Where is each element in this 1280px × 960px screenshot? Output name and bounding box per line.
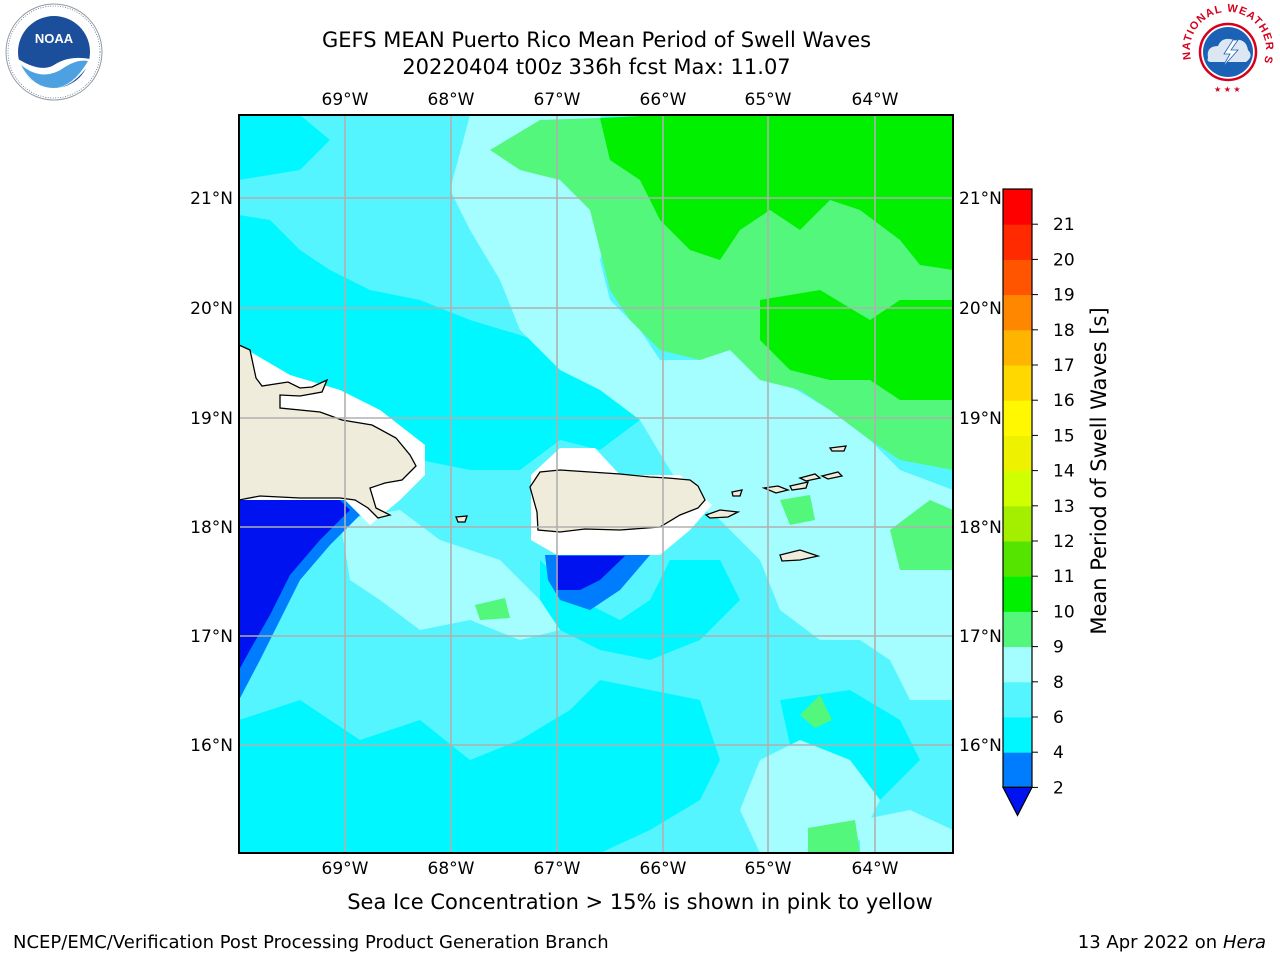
colorbar-segment bbox=[1003, 224, 1032, 260]
colorbar-segment bbox=[1003, 752, 1032, 788]
lon-label-bottom: 69°W bbox=[322, 859, 369, 879]
colorbar-label: Mean Period of Swell Waves [s] bbox=[1087, 307, 1111, 634]
colorbar-tick-label: 4 bbox=[1053, 743, 1064, 763]
colorbar-segment bbox=[1003, 365, 1032, 401]
noaa-logo: NOAA bbox=[5, 3, 103, 101]
svg-text:★ ★ ★: ★ ★ ★ bbox=[1214, 85, 1241, 94]
colorbar-segment bbox=[1003, 259, 1032, 296]
lat-label-right: 18°N bbox=[959, 518, 1002, 538]
lat-label-left: 18°N bbox=[190, 518, 233, 538]
footer-machine: Hera bbox=[1222, 932, 1266, 953]
lat-label-right: 16°N bbox=[959, 736, 1002, 756]
colorbar-tick-label: 15 bbox=[1053, 426, 1075, 446]
lat-label-left: 21°N bbox=[190, 189, 233, 209]
map-title-line1: GEFS MEAN Puerto Rico Mean Period of Swe… bbox=[321, 28, 872, 52]
swell-10-11s-regions bbox=[600, 115, 953, 400]
footer-credit: NCEP/EMC/Verification Post Processing Pr… bbox=[13, 932, 609, 953]
lon-label-bottom: 66°W bbox=[640, 859, 687, 879]
lon-label-top: 67°W bbox=[534, 90, 581, 110]
colorbar: 2 4 6 8 9 10 11 12 13 14 15 16 17 18 19 20 21 bbox=[1002, 188, 1075, 817]
lat-label-left: 16°N bbox=[190, 736, 233, 756]
lon-label-bottom: 67°W bbox=[534, 859, 581, 879]
colorbar-tick-label: 6 bbox=[1053, 708, 1064, 728]
colorbar-segment bbox=[1003, 611, 1032, 648]
footer-date: 13 Apr 2022 on Hera bbox=[1078, 932, 1266, 953]
colorbar-tick-label: 11 bbox=[1053, 567, 1075, 587]
graticule bbox=[239, 115, 953, 853]
lon-label-top: 64°W bbox=[852, 90, 899, 110]
lon-label-top: 66°W bbox=[640, 90, 687, 110]
colorbar-frame bbox=[1002, 188, 1033, 789]
hispaniola-island bbox=[239, 344, 417, 519]
lat-label-right: 21°N bbox=[959, 189, 1002, 209]
lon-label-bottom: 65°W bbox=[745, 859, 792, 879]
map-title-line2: 20220404 t00z 336h fcst Max: 11.07 bbox=[402, 55, 791, 79]
colorbar-segment bbox=[1003, 470, 1032, 507]
lon-labels: 69°W 68°W 67°W 66°W 65°W 64°W 69°W 68°W … bbox=[322, 90, 899, 879]
map-frame bbox=[238, 114, 954, 854]
colorbar-tick-label: 16 bbox=[1053, 391, 1075, 411]
lon-label-bottom: 68°W bbox=[428, 859, 475, 879]
colorbar-segment bbox=[1003, 329, 1032, 366]
lat-label-left: 19°N bbox=[190, 409, 233, 429]
colorbar-segment bbox=[1003, 435, 1032, 472]
colorbar-tick-label: 12 bbox=[1053, 532, 1075, 552]
colorbar-tick-label: 8 bbox=[1053, 673, 1064, 693]
colorbar-tick-label: 10 bbox=[1053, 602, 1075, 622]
lon-label-bottom: 64°W bbox=[852, 859, 899, 879]
nws-logo: NATIONAL WEATHER SERVICE ★ ★ ★ bbox=[1178, 0, 1276, 98]
colorbar-tick-label: 20 bbox=[1053, 250, 1075, 270]
colorbar-segment bbox=[1003, 294, 1032, 331]
colorbar-segment bbox=[1003, 717, 1032, 753]
colorbar-tick-label: 17 bbox=[1053, 356, 1075, 376]
colorbar-tick-label: 2 bbox=[1053, 778, 1064, 798]
colorbar-segment bbox=[1003, 505, 1032, 542]
lat-label-left: 20°N bbox=[190, 299, 233, 319]
lat-label-right: 17°N bbox=[959, 627, 1002, 647]
colorbar-segment bbox=[1003, 646, 1032, 683]
colorbar-segment bbox=[1003, 400, 1032, 436]
colorbar-tick-label: 13 bbox=[1053, 497, 1075, 517]
lon-label-top: 65°W bbox=[745, 90, 792, 110]
colorbar-tick-label: 14 bbox=[1053, 462, 1075, 482]
colorbar-tick-label: 9 bbox=[1053, 638, 1064, 658]
footer-date-text: 13 Apr 2022 on bbox=[1077, 932, 1223, 953]
swell-9-10s-regions bbox=[475, 115, 953, 853]
colorbar-tick-label: 21 bbox=[1053, 215, 1075, 235]
sea-ice-caption: Sea Ice Concentration > 15% is shown in … bbox=[347, 890, 933, 914]
noaa-logo-text: NOAA bbox=[35, 31, 74, 46]
lat-labels: 21°N 20°N 19°N 18°N 17°N 16°N 21°N 20°N … bbox=[190, 189, 1002, 756]
colorbar-segment bbox=[1003, 681, 1032, 718]
colorbar-segment bbox=[1003, 576, 1032, 612]
swell-2-4s-regions bbox=[239, 500, 650, 700]
lon-label-top: 69°W bbox=[322, 90, 369, 110]
colorbar-segment bbox=[1003, 541, 1032, 577]
land-masses bbox=[239, 344, 848, 562]
lat-label-left: 17°N bbox=[190, 627, 233, 647]
colorbar-extend-triangle bbox=[1002, 786, 1033, 817]
colorbar-segment bbox=[1003, 189, 1032, 225]
colorbar-tick-label: 18 bbox=[1053, 321, 1075, 341]
lat-label-right: 19°N bbox=[959, 409, 1002, 429]
lat-label-right: 20°N bbox=[959, 299, 1002, 319]
colorbar-tick-label: 19 bbox=[1053, 286, 1075, 306]
lon-label-top: 68°W bbox=[428, 90, 475, 110]
